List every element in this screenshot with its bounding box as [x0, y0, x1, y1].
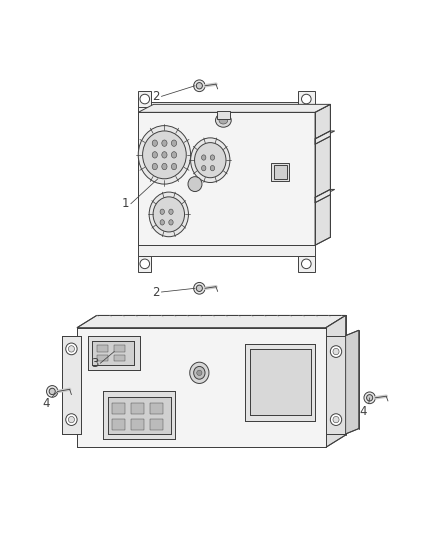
Text: 4: 4: [359, 405, 367, 417]
Ellipse shape: [169, 220, 173, 225]
Polygon shape: [103, 391, 175, 439]
Ellipse shape: [194, 80, 205, 92]
Polygon shape: [108, 397, 171, 434]
Text: 3: 3: [91, 357, 98, 370]
Bar: [112, 418, 125, 430]
Polygon shape: [138, 256, 151, 272]
Polygon shape: [297, 256, 315, 272]
Ellipse shape: [301, 259, 311, 269]
Polygon shape: [62, 336, 81, 434]
Ellipse shape: [188, 176, 202, 191]
Ellipse shape: [201, 165, 206, 171]
Ellipse shape: [333, 416, 339, 423]
Polygon shape: [315, 189, 335, 197]
Ellipse shape: [66, 414, 77, 425]
Ellipse shape: [210, 165, 215, 171]
Ellipse shape: [301, 94, 311, 104]
Polygon shape: [138, 104, 330, 112]
Ellipse shape: [162, 164, 167, 169]
Ellipse shape: [68, 416, 74, 423]
Polygon shape: [346, 330, 359, 434]
Ellipse shape: [160, 220, 164, 225]
Polygon shape: [77, 316, 346, 328]
Ellipse shape: [149, 192, 188, 237]
Polygon shape: [315, 104, 330, 245]
Polygon shape: [245, 344, 315, 421]
Polygon shape: [250, 349, 311, 415]
Polygon shape: [326, 336, 346, 434]
Polygon shape: [88, 336, 141, 370]
Bar: [274, 165, 287, 179]
Polygon shape: [138, 112, 315, 245]
Bar: [217, 111, 230, 119]
Ellipse shape: [140, 259, 150, 269]
Bar: [97, 345, 108, 352]
Text: 2: 2: [152, 90, 159, 103]
Bar: [131, 418, 144, 430]
Ellipse shape: [171, 164, 177, 169]
Ellipse shape: [215, 114, 231, 127]
Ellipse shape: [138, 126, 191, 184]
Polygon shape: [326, 316, 346, 447]
Ellipse shape: [143, 131, 186, 179]
Text: 2: 2: [152, 286, 159, 298]
Ellipse shape: [191, 138, 230, 182]
Polygon shape: [138, 91, 151, 107]
Bar: [114, 355, 125, 361]
Bar: [97, 355, 108, 361]
Polygon shape: [77, 328, 326, 447]
Ellipse shape: [194, 367, 205, 379]
Ellipse shape: [194, 282, 205, 294]
Ellipse shape: [169, 209, 173, 214]
Polygon shape: [315, 131, 335, 139]
Bar: [272, 163, 289, 181]
Bar: [112, 402, 125, 414]
Text: 1: 1: [121, 197, 129, 211]
Ellipse shape: [194, 143, 226, 177]
Ellipse shape: [152, 140, 157, 147]
Ellipse shape: [219, 117, 228, 124]
Ellipse shape: [201, 155, 206, 160]
Ellipse shape: [162, 152, 167, 158]
Ellipse shape: [364, 392, 375, 403]
Ellipse shape: [152, 164, 157, 169]
Bar: [150, 418, 162, 430]
Polygon shape: [297, 91, 315, 107]
Ellipse shape: [196, 285, 202, 292]
Ellipse shape: [196, 83, 202, 89]
Text: 4: 4: [43, 397, 50, 410]
Ellipse shape: [140, 94, 150, 104]
Ellipse shape: [190, 362, 209, 383]
Polygon shape: [138, 102, 315, 112]
Ellipse shape: [68, 346, 74, 352]
Ellipse shape: [210, 155, 215, 160]
Ellipse shape: [367, 394, 373, 401]
Ellipse shape: [171, 152, 177, 158]
Polygon shape: [315, 189, 330, 203]
Ellipse shape: [152, 152, 157, 158]
Ellipse shape: [162, 140, 167, 147]
Ellipse shape: [197, 370, 202, 375]
Ellipse shape: [46, 385, 58, 397]
Ellipse shape: [49, 388, 55, 394]
Ellipse shape: [330, 346, 342, 358]
Polygon shape: [92, 341, 134, 365]
Polygon shape: [138, 245, 315, 256]
Ellipse shape: [171, 140, 177, 147]
Bar: [150, 402, 162, 414]
Polygon shape: [315, 131, 330, 144]
Ellipse shape: [160, 209, 164, 214]
Ellipse shape: [333, 349, 339, 355]
Ellipse shape: [153, 197, 184, 232]
Bar: [114, 345, 125, 352]
Bar: [131, 402, 144, 414]
Ellipse shape: [66, 343, 77, 355]
Ellipse shape: [330, 414, 342, 425]
